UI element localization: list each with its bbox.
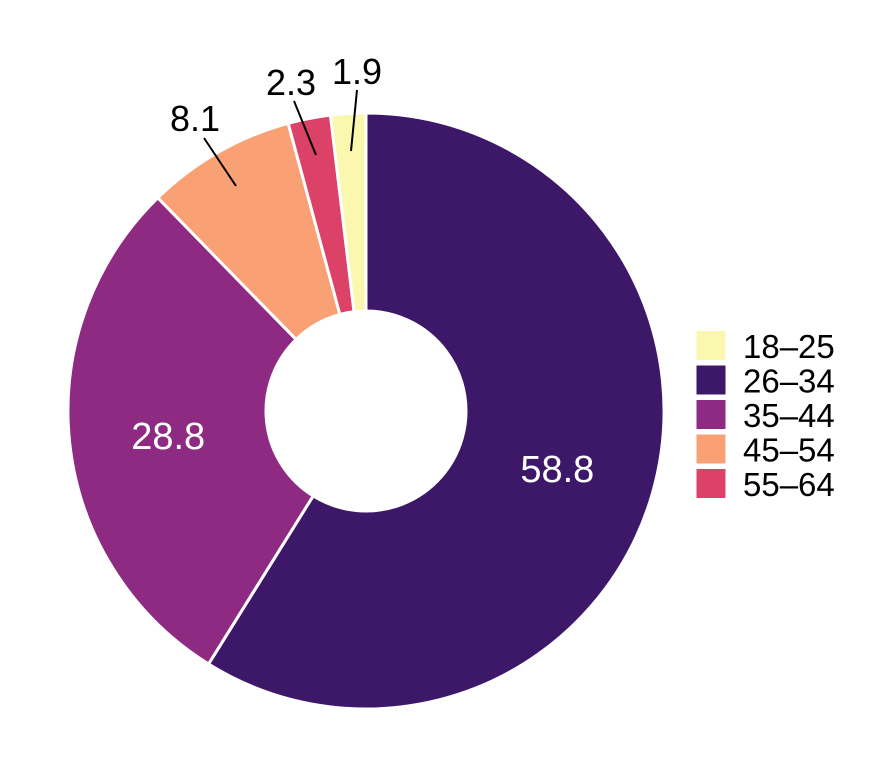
svg-text:45–54: 45–54	[743, 432, 835, 469]
svg-text:58.8: 58.8	[520, 449, 594, 491]
svg-text:55–64: 55–64	[743, 466, 835, 503]
svg-text:35–44: 35–44	[743, 397, 835, 434]
svg-text:1.9: 1.9	[332, 51, 382, 92]
svg-text:26–34: 26–34	[743, 363, 835, 400]
svg-text:18–25: 18–25	[743, 328, 835, 365]
svg-text:8.1: 8.1	[170, 98, 220, 139]
svg-text:28.8: 28.8	[131, 416, 205, 458]
svg-text:2.3: 2.3	[266, 62, 316, 103]
